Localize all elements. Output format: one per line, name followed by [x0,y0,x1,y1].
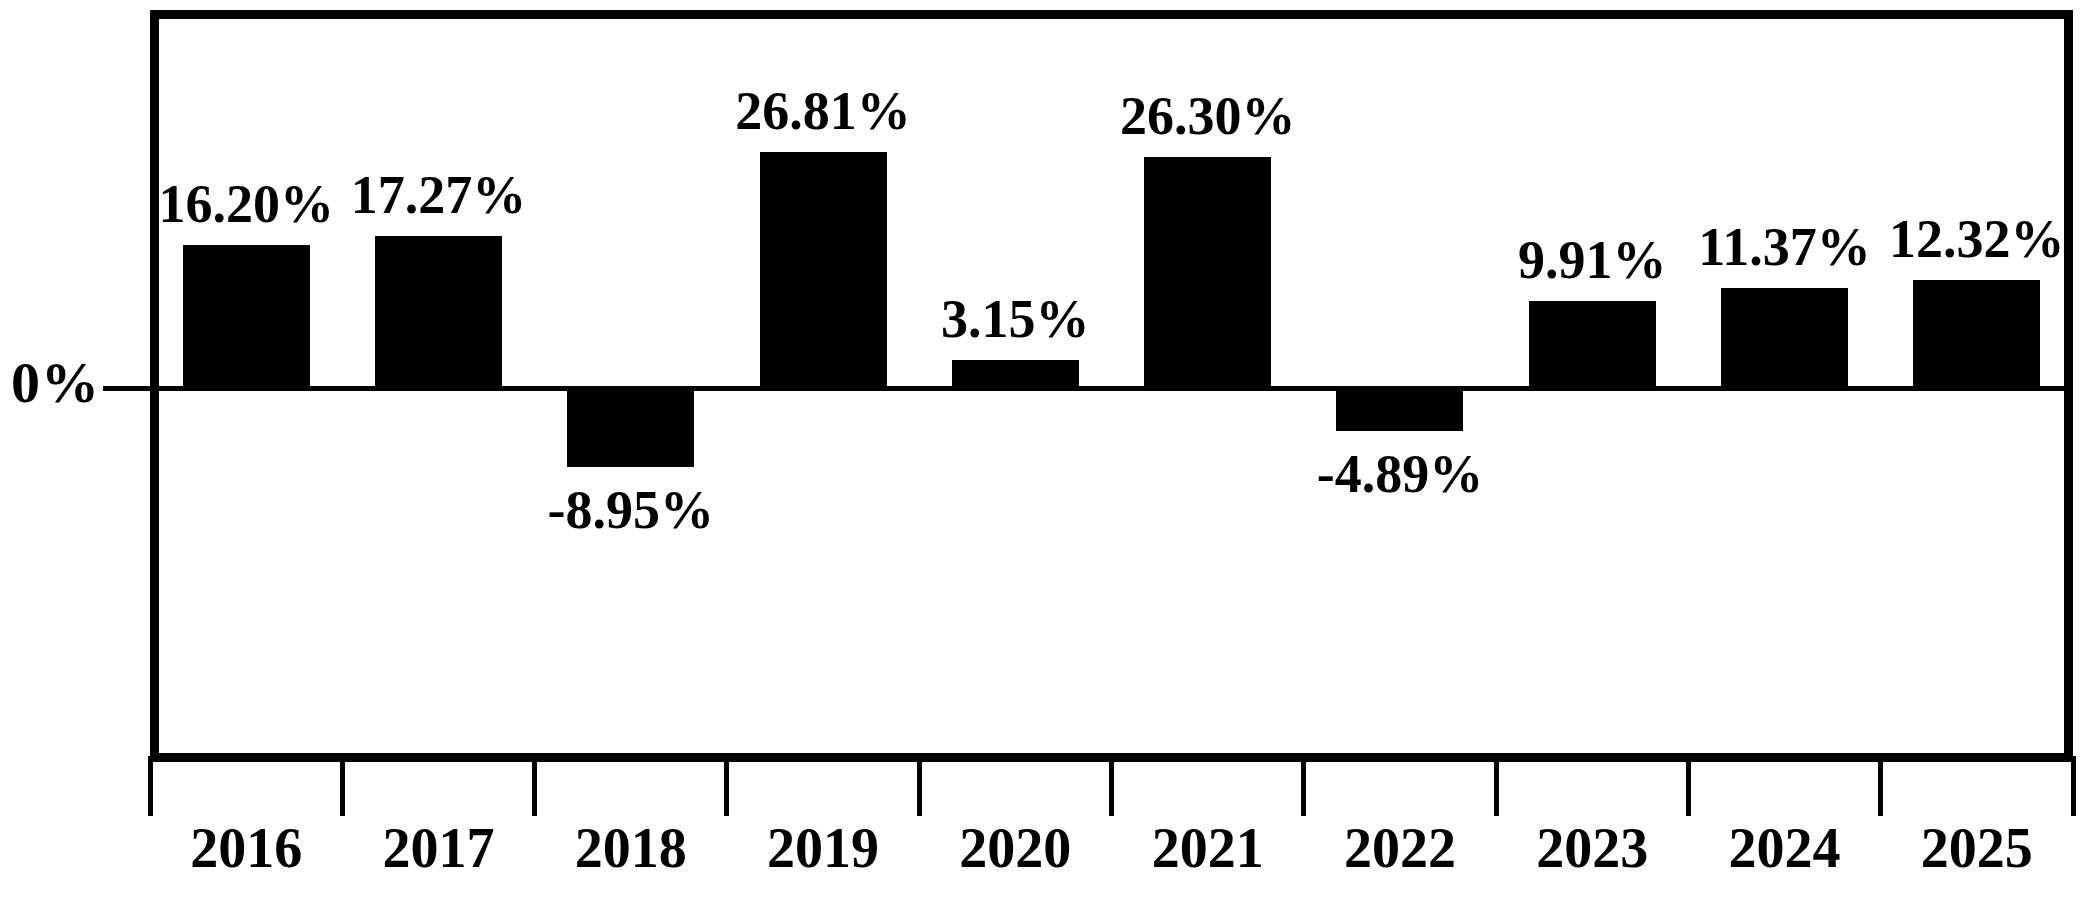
bar-2025 [1913,280,2040,388]
bar-2020 [952,360,1079,388]
x-axis-tick [1878,756,1883,816]
value-label-2017: 17.27% [351,168,527,222]
value-label-2025: 12.32% [1889,212,2065,266]
value-label-2019: 26.81% [735,84,911,138]
bar-2016 [183,245,310,388]
x-axis-tick [2071,756,2076,816]
value-label-2023: 9.91% [1518,233,1667,287]
x-axis-tick [917,756,922,816]
x-label-2017: 2017 [382,820,494,876]
x-label-2018: 2018 [575,820,687,876]
value-label-2016: 16.20% [158,177,334,231]
x-label-2025: 2025 [1921,820,2033,876]
x-label-2023: 2023 [1536,820,1648,876]
x-axis-tick [1301,756,1306,816]
bar-2021 [1144,157,1271,388]
value-label-2021: 26.30% [1120,89,1296,143]
bar-2017 [375,236,502,388]
y-axis-zero-label: 0% [0,354,100,412]
x-axis-tick [340,756,345,816]
bar-2019 [760,152,887,388]
x-axis-tick [1686,756,1691,816]
x-axis-tick [532,756,537,816]
value-label-2022: -4.89% [1317,447,1483,501]
x-axis-tick [1109,756,1114,816]
x-axis-tick [148,756,153,816]
x-label-2024: 2024 [1729,820,1841,876]
x-axis-tick [724,756,729,816]
value-label-2018: -8.95% [548,483,714,537]
bar-2024 [1721,288,1848,388]
x-label-2019: 2019 [767,820,879,876]
value-label-2024: 11.37% [1698,220,1871,274]
value-label-2020: 3.15% [941,292,1090,346]
x-axis-tick [1494,756,1499,816]
bar-2023 [1529,301,1656,388]
x-label-2016: 2016 [190,820,302,876]
bar-2022 [1336,388,1463,431]
x-label-2020: 2020 [959,820,1071,876]
x-label-2021: 2021 [1152,820,1264,876]
bar-2018 [567,388,694,467]
annual-return-bar-chart: 0% 16.20% 17.27% -8.95% 26.81% 3.15% 26.30% -4… [0,0,2083,900]
x-label-2022: 2022 [1344,820,1456,876]
